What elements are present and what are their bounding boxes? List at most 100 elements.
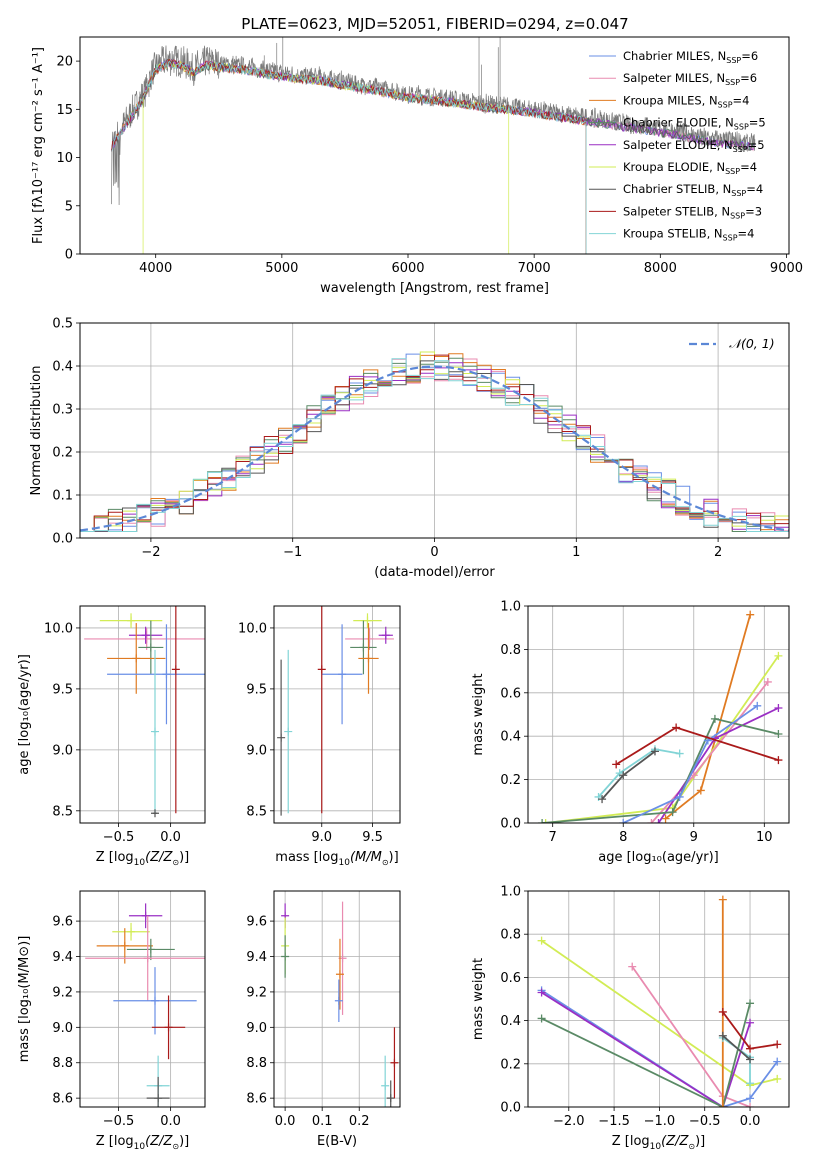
data-point — [147, 643, 155, 651]
x-axis-label: E(B-V) — [317, 1134, 357, 1149]
y-tick-label: 8.6 — [246, 1092, 267, 1107]
y-tick-label: 9.0 — [52, 743, 73, 758]
x-tick-label: 1 — [572, 545, 580, 560]
x-axis-label-sun: ⊙ — [382, 858, 389, 867]
x-tick-label: 6000 — [391, 261, 424, 276]
legend-entry: Chabrier STELIB, NSSP=4 — [623, 182, 763, 198]
y-tick-label: 15 — [56, 103, 73, 118]
x-axis-label-sub: 10 — [650, 1142, 662, 1152]
x-tick-label: 8000 — [644, 261, 677, 276]
y-tick-label: 9.5 — [246, 682, 267, 697]
x-tick-label: −1.0 — [644, 1114, 676, 1129]
weight-point — [746, 999, 754, 1007]
panel-age-Z: −0.5 0.08.59.09.510.0Z [log10(Z/Z⊙)]age [… — [17, 526, 226, 868]
x-axis-label-sub: 10 — [134, 858, 146, 868]
legend-sub: SSP — [718, 100, 733, 109]
x-tick-label: 5000 — [265, 261, 298, 276]
panel-mass-Z: −0.5 0.08.68.89.09.29.49.6Z [log10(Z/Z⊙)]… — [17, 891, 210, 1152]
y-tick-label: 9.0 — [246, 743, 267, 758]
data-point — [127, 928, 135, 936]
y-tick-label: 0.2 — [52, 446, 73, 461]
figure-title: PLATE=0623, MJD=52051, FIBERID=0294, z=0… — [241, 15, 628, 33]
x-axis-label-part: )] — [179, 1134, 189, 1149]
y-tick-label: 0.3 — [52, 403, 73, 418]
x-tick-label: 0.1 — [312, 1114, 333, 1129]
y-tick-label: 9.2 — [246, 985, 267, 1000]
y-tick-label: 0.2 — [500, 773, 521, 788]
data-point — [284, 728, 292, 736]
data-point — [387, 1094, 395, 1102]
data-point — [162, 670, 170, 678]
y-tick-label: 10.0 — [44, 621, 73, 636]
data-point — [318, 665, 326, 673]
y-tick-label: 8.8 — [246, 1056, 267, 1071]
x-tick-label: 7 — [549, 830, 557, 845]
plot-area-mass-ebv — [281, 902, 398, 1116]
model-spectrum — [112, 59, 587, 302]
x-tick-label: 7000 — [518, 261, 551, 276]
x-axis-label-part: Z [log — [612, 1134, 650, 1149]
axes-frame — [80, 891, 205, 1107]
y-tick-label: 0.8 — [500, 928, 521, 943]
legend-entry: Chabrier MILES, NSSP=6 — [623, 49, 758, 65]
x-axis-label: wavelength [Angstrom, rest frame] — [320, 281, 549, 296]
legend-sub: SSP — [725, 78, 740, 87]
legend-text: =3 — [745, 204, 762, 218]
y-axis-label: age [log₁₀(age/yr)] — [17, 654, 32, 775]
y-tick-label: 0.2 — [500, 1057, 521, 1072]
x-axis-label: Z [log10(Z/Z⊙)] — [612, 1134, 706, 1152]
weight-point — [773, 1040, 781, 1048]
y-tick-label: 9.5 — [52, 682, 73, 697]
x-axis-label-sub: 10 — [339, 858, 351, 868]
legend-sub: SSP — [734, 123, 749, 132]
legend-text: Salpeter MILES, N — [623, 71, 725, 85]
data-point — [143, 635, 151, 643]
weight-point — [676, 750, 684, 758]
data-point — [154, 1094, 162, 1102]
data-point — [382, 631, 390, 639]
x-axis-label-part: (Z/Z — [661, 1134, 689, 1149]
y-tick-label: 0.5 — [52, 317, 73, 332]
y-tick-label: 9.6 — [52, 915, 73, 930]
y-tick-label: 9.2 — [52, 985, 73, 1000]
x-tick-label: −2.0 — [553, 1114, 585, 1129]
x-tick-label: 0.2 — [349, 1114, 370, 1129]
y-tick-label: 0.0 — [500, 1101, 521, 1116]
x-tick-label: 0 — [430, 545, 438, 560]
x-axis-label-part: (M/M — [350, 850, 382, 865]
y-tick-label: 0.6 — [500, 686, 521, 701]
x-axis-label-sun: ⊙ — [172, 1142, 179, 1151]
weight-point — [746, 1019, 754, 1027]
y-tick-label: 1.0 — [500, 885, 521, 900]
y-tick-label: 8.5 — [52, 804, 73, 819]
panel-mass-ebv: 0.0 0.1 0.2 8.6 8.8 9.0 9.2 9.4 9.6 E(B-V) — [246, 891, 400, 1149]
weight-series-line — [602, 751, 655, 799]
weight-point — [672, 724, 680, 732]
y-tick-label: 0.0 — [52, 532, 73, 547]
model-spectrum — [112, 61, 587, 302]
legend-text: Kroupa ELODIE, N — [623, 160, 725, 174]
x-tick-label: 8 — [619, 830, 627, 845]
legend-text: Chabrier MILES, N — [623, 49, 726, 63]
x-tick-label: −1 — [283, 545, 302, 560]
plot-layer: 4000 5000 6000 7000 8000 900005101520waveleng… — [17, 15, 803, 1152]
data-point — [142, 912, 150, 920]
x-tick-label: −0.5 — [689, 1114, 721, 1129]
panel-weight-age: 7 8 9 100.00.20.40.60.81.0age [log₁₀(age/yr… — [471, 600, 789, 866]
weight-point — [746, 611, 754, 619]
data-point — [335, 997, 343, 1005]
y-tick-label: 1.0 — [500, 600, 521, 615]
x-axis-label: age [log₁₀(age/yr)] — [598, 850, 719, 865]
x-axis-label: mass [log10(M/M⊙)] — [275, 850, 398, 868]
legend-entry: Salpeter MILES, NSSP=6 — [623, 71, 757, 87]
y-tick-label: 10.0 — [238, 621, 267, 636]
legend-text: =4 — [738, 227, 755, 241]
x-axis-label-part: )] — [389, 850, 399, 865]
legend-text: =5 — [749, 116, 766, 130]
legend-sub: SSP — [723, 234, 738, 243]
weight-point — [538, 1014, 546, 1022]
x-tick-label: 9.0 — [311, 830, 332, 845]
plot-area-mass-Z — [85, 903, 210, 1119]
x-tick-label: −0.5 — [103, 1114, 135, 1129]
legend-entry: Kroupa ELODIE, NSSP=4 — [623, 160, 757, 176]
